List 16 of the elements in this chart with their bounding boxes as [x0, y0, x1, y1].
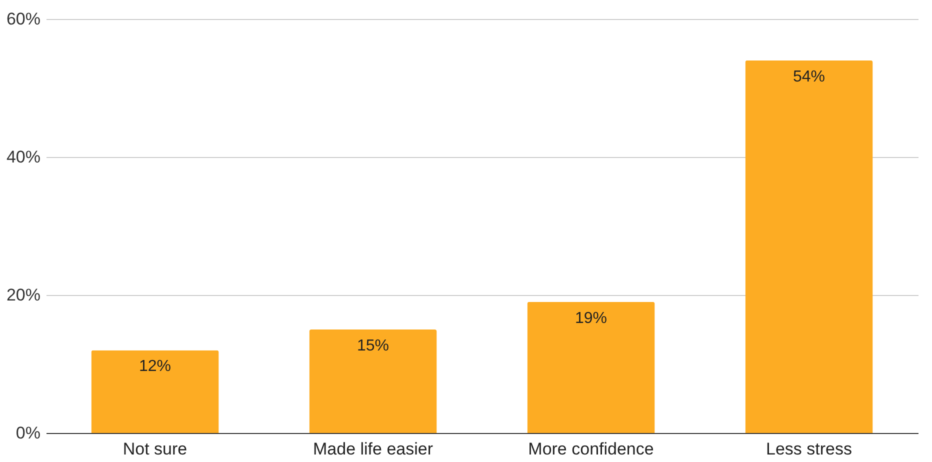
bar — [745, 60, 873, 433]
data-label: 15% — [356, 338, 390, 354]
bar — [309, 330, 437, 433]
y-tick-label: 60% — [6, 10, 40, 28]
y-tick-label: 40% — [6, 148, 40, 166]
x-tick-label: Not sure — [122, 440, 188, 458]
x-tick-label: Made life easier — [312, 440, 434, 458]
x-tick-label: Less stress — [766, 440, 852, 458]
bar — [91, 350, 219, 433]
x-tick-label: More confidence — [528, 440, 654, 458]
bar — [527, 302, 655, 433]
y-tick-label: 0% — [16, 424, 40, 442]
data-label: 19% — [574, 310, 608, 327]
data-label: 54% — [792, 68, 826, 86]
y-tick-label: 20% — [6, 286, 40, 304]
data-label: 12% — [138, 358, 172, 376]
